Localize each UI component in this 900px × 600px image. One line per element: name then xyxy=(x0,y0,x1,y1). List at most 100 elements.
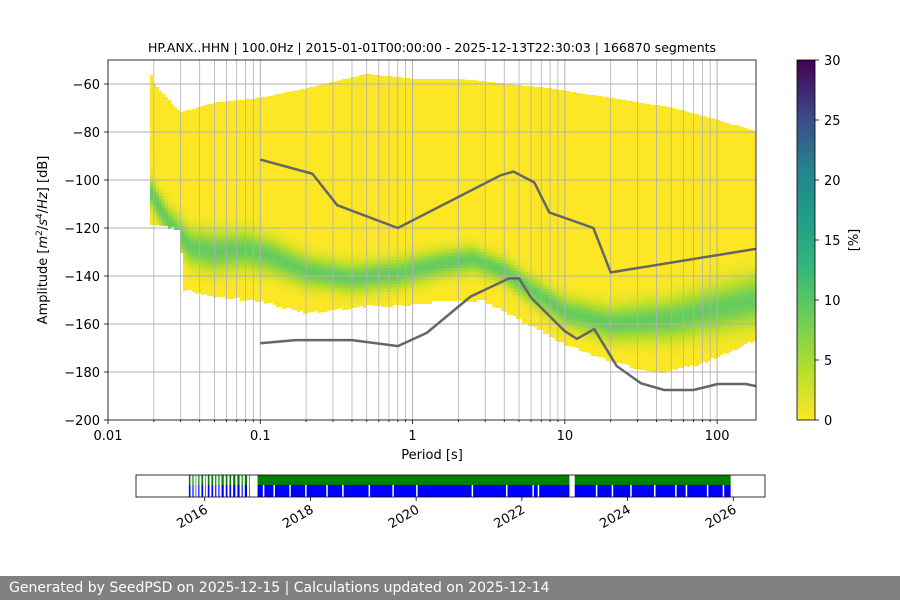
psd-cell xyxy=(168,163,171,166)
psd-cell xyxy=(315,164,318,167)
psd-cell xyxy=(309,153,312,156)
psd-cell xyxy=(267,177,270,180)
psd-cell xyxy=(327,107,330,110)
psd-cell xyxy=(306,295,309,298)
psd-cell xyxy=(270,294,273,297)
psd-cell xyxy=(246,255,249,258)
psd-cell xyxy=(201,280,204,283)
psd-cell xyxy=(207,164,210,167)
psd-cell xyxy=(246,204,249,207)
psd-cell xyxy=(219,240,222,243)
psd-cell xyxy=(351,290,354,293)
psd-cell xyxy=(288,245,291,248)
psd-cell xyxy=(279,298,282,301)
psd-cell xyxy=(348,306,351,309)
psd-cell xyxy=(231,269,234,272)
psd-cell xyxy=(363,161,366,164)
psd-cell xyxy=(297,309,300,312)
psd-cell xyxy=(222,237,225,240)
psd-cell xyxy=(357,193,360,196)
psd-cell xyxy=(150,99,153,102)
psd-cell xyxy=(309,252,312,255)
psd-cell xyxy=(156,204,159,207)
psd-cell xyxy=(177,125,180,128)
psd-cell xyxy=(336,207,339,210)
psd-cell xyxy=(330,280,333,283)
psd-cell xyxy=(360,267,363,270)
psd-cell xyxy=(171,128,174,131)
psd-cell xyxy=(372,252,375,255)
psd-cell xyxy=(318,121,321,124)
psd-cell xyxy=(267,225,270,228)
psd-cell xyxy=(180,208,183,211)
psd-cell xyxy=(342,169,345,172)
psd-cell xyxy=(246,171,249,174)
psd-cell xyxy=(279,271,282,274)
psd-cell xyxy=(342,304,345,307)
psd-cell xyxy=(324,96,327,99)
psd-cell xyxy=(210,128,213,131)
psd-cell xyxy=(309,282,312,285)
psd-cell xyxy=(348,171,351,174)
psd-cell xyxy=(279,139,282,142)
psd-cell xyxy=(192,124,195,127)
psd-cell xyxy=(243,193,246,196)
psd-cell xyxy=(189,254,192,257)
psd-cell xyxy=(258,110,261,113)
psd-cell xyxy=(168,100,171,103)
psd-cell xyxy=(255,173,258,176)
psd-cell xyxy=(360,279,363,282)
psd-cell xyxy=(315,290,318,293)
psd-cell xyxy=(231,140,234,143)
psd-cell xyxy=(294,289,297,292)
psd-cell xyxy=(174,191,177,194)
psd-cell xyxy=(222,150,225,153)
psd-cell xyxy=(174,185,177,188)
psd-cell xyxy=(321,237,324,240)
psd-cell xyxy=(309,132,312,135)
psd-cell xyxy=(339,245,342,248)
psd-cell xyxy=(336,219,339,222)
psd-cell xyxy=(318,172,321,175)
psd-cell xyxy=(351,236,354,239)
psd-cell xyxy=(264,214,267,217)
psd-cell xyxy=(216,249,219,252)
psd-cell xyxy=(165,184,168,187)
psd-cell xyxy=(309,87,312,90)
psd-cell xyxy=(282,252,285,255)
psd-cell xyxy=(288,203,291,206)
psd-cell xyxy=(300,155,303,158)
psd-cell xyxy=(273,236,276,239)
psd-cell xyxy=(369,230,372,233)
psd-cell xyxy=(195,252,198,255)
psd-cell xyxy=(300,269,303,272)
psd-cell xyxy=(189,278,192,281)
psd-cell xyxy=(258,242,261,245)
psd-cell xyxy=(333,85,336,88)
psd-cell xyxy=(267,153,270,156)
psd-cell xyxy=(309,96,312,99)
psd-cell xyxy=(273,137,276,140)
psd-cell xyxy=(324,216,327,219)
psd-cell xyxy=(363,176,366,179)
psd-cell xyxy=(273,125,276,128)
psd-cell xyxy=(300,95,303,98)
psd-cell xyxy=(258,167,261,170)
psd-cell xyxy=(282,276,285,279)
psd-cell xyxy=(333,154,336,157)
psd-cell xyxy=(291,154,294,157)
psd-cell xyxy=(231,188,234,191)
psd-cell xyxy=(177,185,180,188)
psd-cell xyxy=(372,231,375,234)
psd-cell xyxy=(276,148,279,151)
psd-cell xyxy=(372,108,375,111)
psd-cell xyxy=(246,279,249,282)
psd-cell xyxy=(321,192,324,195)
psd-cell xyxy=(366,278,369,281)
psd-cell xyxy=(270,120,273,123)
psd-cell xyxy=(330,169,333,172)
psd-cell xyxy=(300,218,303,221)
psd-cell xyxy=(195,135,198,138)
psd-cell xyxy=(357,217,360,220)
psd-cell xyxy=(312,285,315,288)
